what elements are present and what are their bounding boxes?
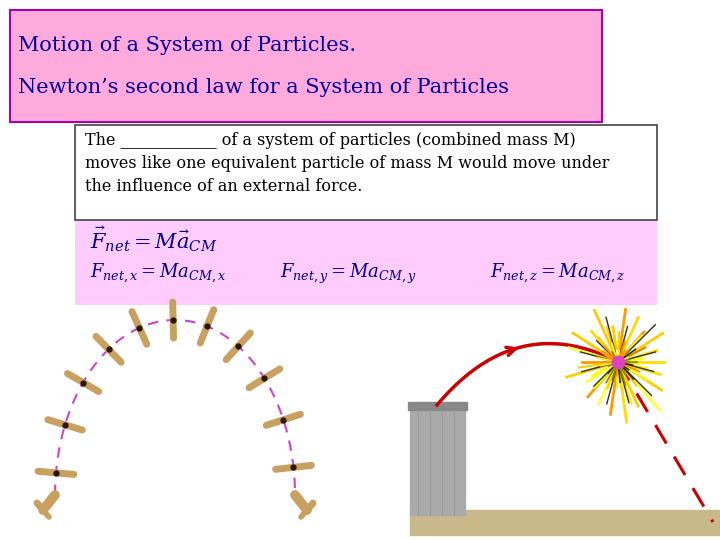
- Text: the influence of an external force.: the influence of an external force.: [85, 178, 362, 195]
- Text: Newton’s second law for a System of Particles: Newton’s second law for a System of Part…: [18, 78, 509, 97]
- Text: The ____________ of a system of particles (combined mass M): The ____________ of a system of particle…: [85, 132, 576, 149]
- FancyBboxPatch shape: [10, 10, 602, 122]
- Bar: [0, 305, 720, 540]
- Text: Motion of a System of Particles.: Motion of a System of Particles.: [18, 36, 356, 55]
- Text: $F_{net,x} = Ma_{CM,x}$: $F_{net,x} = Ma_{CM,x}$: [90, 262, 226, 285]
- Text: $F_{net,z} = Ma_{CM,z}$: $F_{net,z} = Ma_{CM,z}$: [490, 262, 626, 285]
- Text: moves like one equivalent particle of mass M would move under: moves like one equivalent particle of ma…: [85, 155, 609, 172]
- Text: $F_{net,y} = Ma_{CM,y}$: $F_{net,y} = Ma_{CM,y}$: [280, 262, 417, 286]
- FancyBboxPatch shape: [75, 220, 657, 305]
- Bar: [410, 510, 720, 535]
- Text: $\vec{F}_{net} = M\vec{a}_{CM}$: $\vec{F}_{net} = M\vec{a}_{CM}$: [90, 225, 217, 254]
- Bar: [408, 402, 467, 410]
- Bar: [410, 405, 465, 515]
- FancyBboxPatch shape: [75, 125, 657, 220]
